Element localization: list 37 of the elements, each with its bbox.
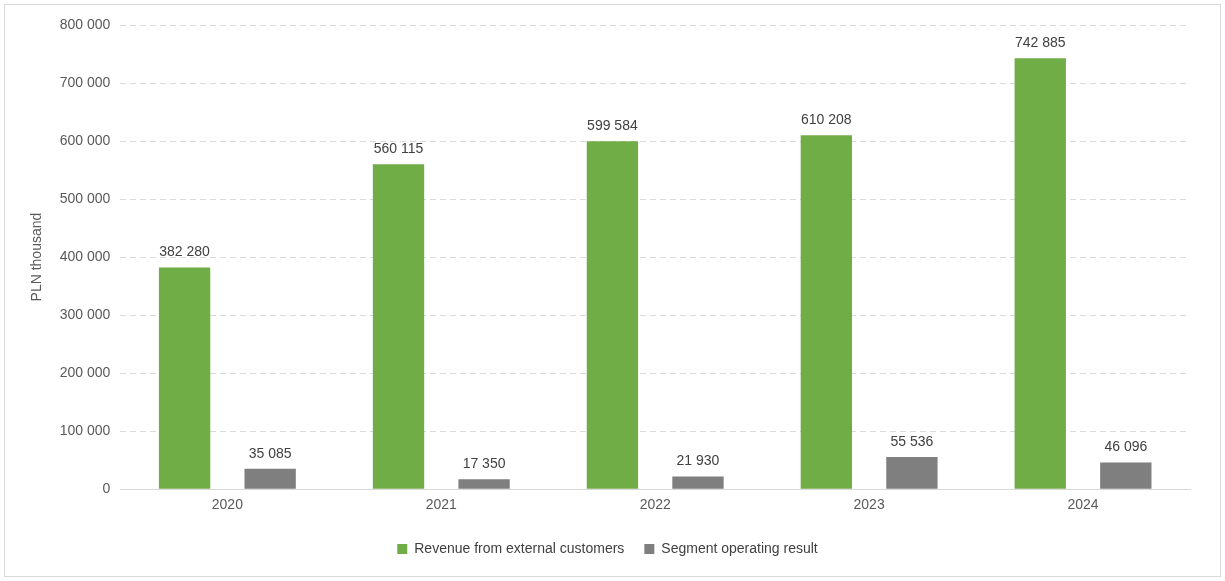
data-label: 560 115 [373, 140, 424, 157]
data-label: 55 536 [890, 432, 934, 449]
y-tick-label: 500 000 [59, 189, 111, 206]
bar [1100, 462, 1152, 489]
bar [244, 468, 296, 489]
bar [372, 164, 425, 489]
bar [672, 476, 724, 489]
bar [886, 456, 938, 489]
data-label: 46 096 [1104, 438, 1148, 455]
bar [800, 135, 853, 489]
y-tick-label: 400 000 [59, 247, 111, 264]
y-axis-title: PLN thousand [28, 212, 45, 302]
legend-label: Revenue from external customers [414, 539, 625, 556]
data-label: 35 085 [248, 444, 292, 461]
bar [458, 479, 510, 489]
x-tick-label: 2021 [425, 496, 458, 513]
y-tick-label: 700 000 [59, 73, 111, 90]
legend-label: Segment operating result [661, 539, 818, 556]
data-label: 21 930 [676, 452, 720, 469]
y-tick-label: 100 000 [59, 422, 111, 439]
y-tick-label: 0 [102, 480, 111, 497]
y-tick-label: 600 000 [59, 131, 111, 148]
bar [158, 267, 211, 489]
x-tick-label: 2023 [853, 496, 885, 513]
x-tick-label: 2022 [639, 496, 671, 513]
data-label: 382 280 [159, 243, 211, 260]
data-label: 17 350 [462, 454, 506, 471]
y-tick-label: 800 000 [59, 15, 111, 32]
y-tick-label: 300 000 [59, 305, 111, 322]
data-label: 610 208 [801, 110, 852, 127]
x-tick-label: 2020 [211, 496, 244, 513]
x-tick-label: 2024 [1067, 496, 1099, 513]
data-label: 742 885 [1014, 34, 1066, 50]
bar [586, 141, 639, 489]
y-tick-label: 200 000 [59, 364, 111, 381]
data-label: 599 584 [587, 117, 638, 134]
bar [1014, 58, 1066, 489]
